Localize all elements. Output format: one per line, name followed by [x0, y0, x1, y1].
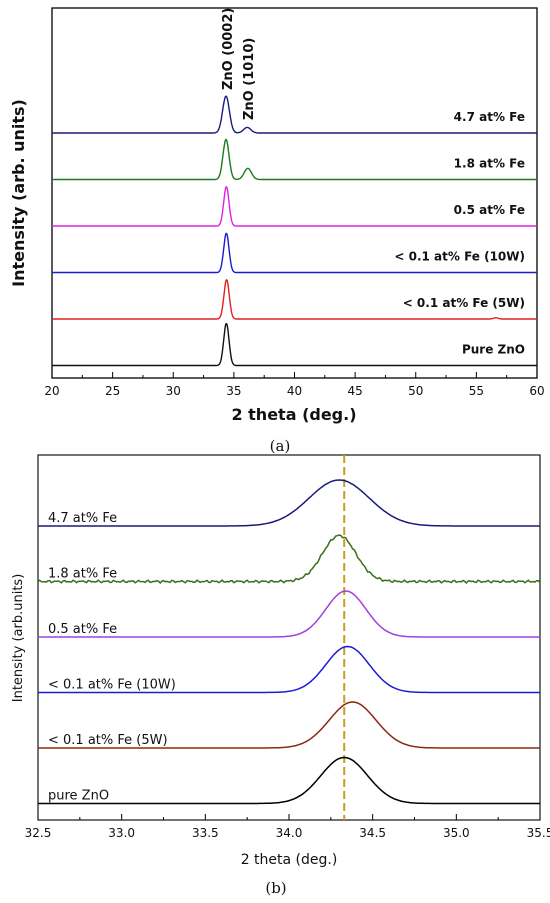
panel-a-series [52, 95, 537, 367]
panel-b-series-0-1-at-fe-5w [38, 701, 540, 749]
panel-b-series-pure-zno [38, 756, 540, 805]
peak-label-1010: ZnO (1010) [242, 38, 257, 120]
panel-a-series-label: Pure ZnO [462, 343, 525, 357]
panel-a-series-4-7-at-fe [52, 95, 537, 134]
panel-a-tick-label: 30 [166, 384, 181, 398]
panel-a-tick-label: 55 [469, 384, 484, 398]
panel-a-series-0-1-at-fe-10w [52, 232, 537, 274]
panel-b-tick-label: 35.0 [443, 826, 470, 840]
panel-b-tick-label: 32.5 [25, 826, 52, 840]
panel-a: 20 25 30 35 40 45 50 55 60 4.7 at% Fe 1.8 at% Fe 0… [9, 7, 545, 455]
panel-a-series-label: 0.5 at% Fe [454, 203, 525, 217]
panel-a-tick-label: 25 [105, 384, 120, 398]
panel-b-series-label: pure ZnO [48, 789, 109, 804]
panel-b-caption: (b) [265, 879, 286, 897]
panel-a-tick-label: 60 [529, 384, 544, 398]
panel-b-tick-label: 33.5 [192, 826, 219, 840]
panel-a-x-axis-title: 2 theta (deg.) [231, 405, 356, 424]
peak-label-0002: ZnO (0002) [221, 8, 236, 90]
panel-a-series-label: 4.7 at% Fe [454, 110, 525, 124]
panel-a-series-label: < 0.1 at% Fe (10W) [394, 250, 525, 264]
panel-a-tick-label: 35 [226, 384, 241, 398]
panel-a-series-0-5-at-fe [52, 186, 537, 227]
panel-b-series-label: 1.8 at% Fe [48, 567, 117, 582]
panel-a-series-labels: 4.7 at% Fe 1.8 at% Fe 0.5 at% Fe < 0.1 at% … [394, 110, 525, 357]
panel-a-x-ticks: 20 25 30 35 40 45 50 55 60 [44, 372, 545, 398]
panel-b-tick-label: 34.5 [359, 826, 386, 840]
panel-b-series-labels: 4.7 at% Fe 1.8 at% Fe 0.5 at% Fe < 0.1 at% … [48, 511, 176, 804]
panel-a-series-label: < 0.1 at% Fe (5W) [403, 296, 525, 310]
panel-b-series-1-8-at-fe [37, 534, 541, 584]
panel-a-series-label: 1.8 at% Fe [454, 157, 525, 171]
panel-a-tick-label: 20 [44, 384, 59, 398]
panel-a-series-1-8-at-fe [52, 138, 537, 181]
panel-b-series-label: < 0.1 at% Fe (5W) [48, 733, 168, 748]
panel-b-series-label: 4.7 at% Fe [48, 511, 117, 526]
panel-a-frame [51, 7, 538, 379]
panel-b-series [37, 479, 541, 805]
panel-b-tick-label: 35.5 [527, 826, 550, 840]
panel-b-x-ticks: 32.5 33.0 33.5 34.0 34.5 35.0 35.5 [25, 814, 550, 840]
panel-b-x-axis-title: 2 theta (deg.) [241, 852, 338, 868]
panel-a-y-axis-title: Intensity (arb. units) [9, 99, 28, 287]
panel-a-series-0-1-at-fe-5w [52, 278, 537, 320]
panel-a-tick-label: 45 [347, 384, 362, 398]
panel-a-tick-label: 50 [408, 384, 423, 398]
panel-a-caption: (a) [270, 437, 291, 455]
panel-b-series-0-5-at-fe [38, 590, 540, 638]
panel-b-series-label: 0.5 at% Fe [48, 622, 117, 637]
panel-b-tick-label: 34.0 [276, 826, 303, 840]
panel-b-tick-label: 33.0 [108, 826, 135, 840]
panel-b-y-axis-title: Intensity (arb.units) [11, 574, 26, 703]
panel-b-series-4-7-at-fe [38, 479, 540, 527]
panel-b-series-0-1-at-fe-10w [38, 645, 540, 694]
panel-b-series-label: < 0.1 at% Fe (10W) [48, 678, 176, 693]
panel-a-tick-label: 40 [287, 384, 302, 398]
panel-b: 32.5 33.0 33.5 34.0 34.5 35.0 35.5 4.7 at% Fe 1… [11, 454, 550, 897]
panel-a-series-pure-zno [52, 323, 537, 367]
